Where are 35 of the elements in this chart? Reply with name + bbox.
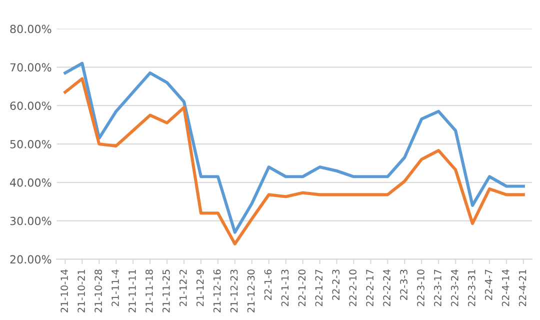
x-tick-label: 22-1-27 bbox=[315, 270, 322, 306]
x-tick-label: 22-4-14 bbox=[502, 269, 510, 306]
y-tick-label: 70.00% bbox=[10, 63, 52, 72]
x-tick-label: 22-3-10 bbox=[417, 270, 424, 306]
x-tick-label: 22-4-21 bbox=[518, 270, 526, 306]
x-tick-label: 21-10-14 bbox=[60, 269, 68, 312]
y-tick-label: 40.00% bbox=[10, 178, 52, 187]
x-tick-label: 21-11-4 bbox=[112, 269, 119, 306]
x-tick-label: 22-1-13 bbox=[281, 270, 289, 306]
x-tick-label: 22-2-10 bbox=[349, 270, 357, 306]
x-tick-label: 21-12-16 bbox=[213, 270, 221, 312]
x-tick-label: 21-10-21 bbox=[78, 270, 85, 312]
x-tick-label: 22-2-24 bbox=[383, 269, 390, 306]
x-tick-label: 22-2-17 bbox=[366, 270, 374, 306]
x-tick-label: 22-3-3 bbox=[400, 270, 408, 300]
x-tick-label: 22-1-20 bbox=[298, 270, 306, 306]
x-tick-label: 22-4-7 bbox=[484, 270, 492, 300]
x-tick-label: 21-12-23 bbox=[230, 270, 238, 312]
x-tick-label: 22-3-17 bbox=[434, 270, 442, 306]
x-tick-label: 22-3-24 bbox=[450, 269, 458, 306]
y-tick-label: 30.00% bbox=[10, 216, 52, 226]
y-tick-label: 60.00% bbox=[10, 102, 52, 110]
x-tick-label: 22-3-31 bbox=[468, 270, 476, 306]
x-tick-label: 21-12-2 bbox=[179, 270, 187, 306]
x-tick-label: 21-11-11 bbox=[128, 270, 136, 312]
x-tick-label: 21-11-18 bbox=[146, 270, 153, 312]
x-tick-label: 21-10-28 bbox=[94, 270, 102, 312]
y-tick-label: 80.00% bbox=[10, 24, 52, 34]
x-tick-label: 21-11-25 bbox=[162, 270, 170, 312]
y-tick-label: 20.00% bbox=[10, 255, 52, 264]
x-tick-label: 21-12-30 bbox=[247, 270, 255, 312]
x-tick-label: 22-2-3 bbox=[332, 270, 340, 300]
x-tick-label: 21-12-9 bbox=[196, 270, 204, 306]
x-tick-label: 22-1-6 bbox=[264, 270, 272, 300]
y-tick-label: 50.00% bbox=[10, 140, 52, 148]
